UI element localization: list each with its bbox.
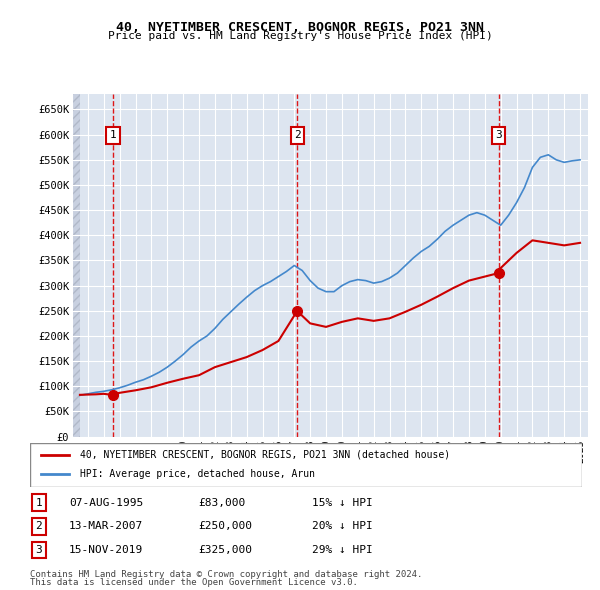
- Text: £83,000: £83,000: [198, 498, 245, 507]
- Text: 15-NOV-2019: 15-NOV-2019: [69, 545, 143, 555]
- Text: 2: 2: [35, 522, 43, 531]
- Text: Price paid vs. HM Land Registry's House Price Index (HPI): Price paid vs. HM Land Registry's House …: [107, 31, 493, 41]
- Text: 3: 3: [495, 130, 502, 140]
- Text: HPI: Average price, detached house, Arun: HPI: Average price, detached house, Arun: [80, 470, 314, 479]
- Text: 20% ↓ HPI: 20% ↓ HPI: [312, 522, 373, 531]
- Text: £250,000: £250,000: [198, 522, 252, 531]
- Text: 29% ↓ HPI: 29% ↓ HPI: [312, 545, 373, 555]
- Text: £325,000: £325,000: [198, 545, 252, 555]
- Text: 2: 2: [294, 130, 301, 140]
- FancyBboxPatch shape: [30, 442, 582, 487]
- Text: 13-MAR-2007: 13-MAR-2007: [69, 522, 143, 531]
- Text: 40, NYETIMBER CRESCENT, BOGNOR REGIS, PO21 3NN: 40, NYETIMBER CRESCENT, BOGNOR REGIS, PO…: [116, 21, 484, 34]
- Text: 1: 1: [35, 498, 43, 507]
- Text: Contains HM Land Registry data © Crown copyright and database right 2024.: Contains HM Land Registry data © Crown c…: [30, 571, 422, 579]
- Text: 40, NYETIMBER CRESCENT, BOGNOR REGIS, PO21 3NN (detached house): 40, NYETIMBER CRESCENT, BOGNOR REGIS, PO…: [80, 450, 450, 460]
- Text: 1: 1: [110, 130, 116, 140]
- Text: 07-AUG-1995: 07-AUG-1995: [69, 498, 143, 507]
- Text: 3: 3: [35, 545, 43, 555]
- Text: This data is licensed under the Open Government Licence v3.0.: This data is licensed under the Open Gov…: [30, 578, 358, 587]
- Text: 15% ↓ HPI: 15% ↓ HPI: [312, 498, 373, 507]
